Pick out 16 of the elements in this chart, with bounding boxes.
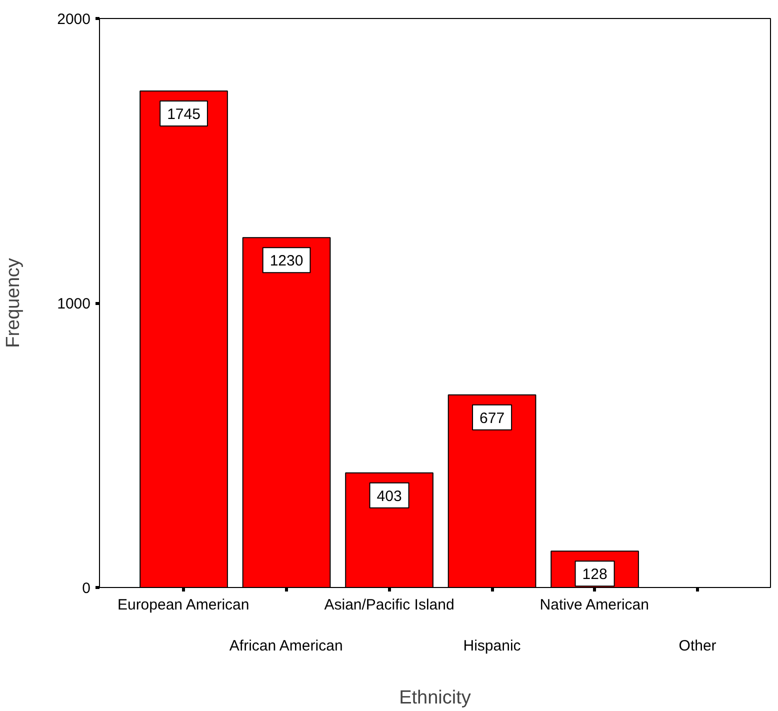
y-tick-label: 2000 xyxy=(57,11,91,28)
y-tick-label: 1000 xyxy=(57,296,91,312)
x-tick-label: Native American xyxy=(540,596,649,614)
data-label: 128 xyxy=(582,566,608,584)
data-label: 1230 xyxy=(270,252,304,270)
data-label: 677 xyxy=(480,410,505,427)
x-tick-label: African American xyxy=(229,637,343,654)
x-tick-label: European American xyxy=(117,596,250,614)
y-axis-title: Frequency xyxy=(3,258,24,348)
data-label: 1745 xyxy=(167,106,200,124)
x-tick-label: Asian/Pacific Island xyxy=(324,596,454,614)
x-tick-label: Other xyxy=(678,637,716,654)
data-label: 403 xyxy=(376,488,402,505)
x-tick-label: Hispanic xyxy=(463,637,522,654)
y-tick-label: 0 xyxy=(82,580,90,597)
x-axis-title: Ethnicity xyxy=(399,687,472,708)
